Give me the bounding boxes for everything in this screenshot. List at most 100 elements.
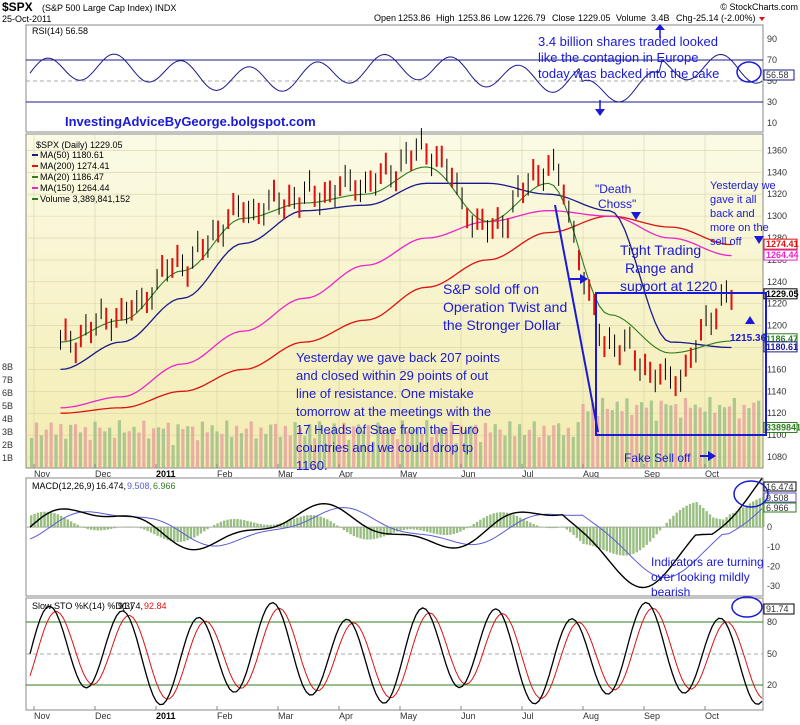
volume-bar	[713, 412, 717, 468]
x-tick-label: Nov	[34, 469, 51, 479]
macd-hist-bar	[69, 521, 73, 528]
sto-legend-v1: 91.74,	[118, 601, 143, 611]
x-tick-label: 2011	[156, 711, 176, 721]
macd-hist-bar	[509, 513, 512, 528]
macd-hist-bar	[143, 527, 146, 530]
macd-hist-bar	[555, 527, 559, 528]
x-tick-label: Nov	[34, 711, 51, 721]
macd-hist-bar	[449, 527, 452, 535]
volume-bar	[225, 420, 229, 468]
range-label-2: Range and	[625, 260, 694, 276]
macd-hist-bar	[405, 527, 409, 530]
x-tick-label: Aug	[583, 469, 599, 479]
macd-highlight-circle	[733, 480, 769, 508]
macd-hist-bar	[203, 527, 206, 532]
low-value-label: 1215.36	[730, 333, 767, 344]
macd-annotation-1: Indicators are turning	[651, 555, 764, 569]
macd-hist-bar	[236, 519, 239, 528]
macd-hist-bar	[196, 527, 199, 536]
macd-hist-bar	[292, 518, 296, 528]
price-x-axis: Nov Dec 2011 Feb Mar Apr May Jun Jul Aug Sep Oct	[33, 464, 720, 479]
sto-legend-name: Slow STO %K(14) %D(3)	[32, 601, 133, 611]
rsi-value-tag	[763, 69, 795, 81]
macd-hist-bar	[339, 527, 342, 528]
macd-hist-bar	[302, 515, 306, 528]
index-name: (S&P 500 Large Cap Index) INDX	[42, 3, 176, 13]
volume-bar	[117, 420, 122, 468]
volume-bar	[98, 427, 102, 468]
macd-hist-bar	[249, 521, 252, 528]
macd-hist-bar	[73, 523, 76, 528]
volume-bar	[683, 398, 688, 468]
macd-hist-bar	[712, 517, 715, 528]
macd-legend-v1: 16.474,	[96, 481, 126, 491]
price-value-tag	[763, 238, 798, 250]
macd-hist-bar	[482, 517, 485, 528]
macd-hist-bar	[475, 521, 479, 528]
macd-hist-bar	[539, 526, 542, 528]
vol-tick-5b: 5B	[2, 401, 13, 411]
rsi-tick-90: 90	[767, 34, 777, 44]
macd-tick: 0	[767, 522, 772, 532]
low-label: Low	[494, 13, 511, 23]
sto-legend-v2: 92.84	[144, 601, 167, 611]
volume-bar	[322, 433, 326, 468]
volume-bar	[581, 403, 585, 468]
macd-hist-bar	[622, 527, 625, 556]
volume-bar	[474, 424, 478, 468]
macd-hist-bar	[232, 518, 236, 528]
macd-hist-bar	[752, 501, 755, 528]
volume-bar	[576, 422, 580, 468]
macd-hist-bar	[386, 527, 389, 536]
volume-bar	[488, 432, 492, 468]
sto-value-tag	[763, 603, 795, 615]
macd-hist-bar	[705, 511, 708, 528]
rsi-panel: RSI(14) 56.58 90 70 50 30 10 56.58 3.4 b…	[25, 24, 795, 133]
x-tick-label: Feb	[217, 711, 233, 721]
volume-bar	[215, 431, 219, 468]
volume-bar	[39, 435, 43, 468]
macd-hist-bar	[269, 524, 272, 528]
volume-bar	[186, 426, 190, 468]
rsi-annotation-2: like the contagion in Europe	[538, 50, 698, 65]
macd-hist-bar	[309, 515, 312, 528]
macd-hist-bar	[59, 515, 63, 528]
price-value-tag-text: 1180.61	[766, 342, 798, 352]
volume-bar	[478, 442, 483, 468]
macd-hist-bar	[565, 527, 569, 530]
macd-hist-bar	[366, 527, 369, 540]
volume-bar	[366, 425, 370, 468]
rsi-line	[29, 53, 763, 103]
symbol: $SPX	[2, 0, 33, 14]
twist-label-3: the Stronger Dollar	[443, 317, 561, 333]
macd-hist-bar	[642, 527, 645, 548]
price-tick: 1100	[767, 430, 786, 440]
volume-bar	[342, 422, 346, 468]
macd-hist-bar	[189, 527, 193, 540]
volume-bar	[552, 425, 556, 468]
rsi-arrow-down-head	[595, 109, 605, 116]
x-tick-label: Feb	[217, 469, 233, 479]
price-value-tag-text: 1186.47	[766, 334, 798, 344]
volume-bar	[220, 433, 224, 468]
volume-bar	[269, 424, 273, 468]
price-value-tag	[763, 421, 798, 433]
macd-hist-bar	[505, 512, 509, 528]
macd-hist-bar	[169, 527, 173, 542]
macd-hist-bar	[515, 515, 519, 528]
macd-hist-bar	[452, 527, 455, 535]
macd-tick: -30	[767, 581, 780, 591]
macd-hist-bar	[286, 521, 289, 528]
volume-bar	[405, 431, 409, 468]
low-arrow-icon	[745, 316, 755, 324]
macd-hist-bar	[735, 511, 738, 528]
volume-bar	[352, 426, 356, 468]
macd-hist-bar	[485, 515, 489, 528]
macd-hist-bar	[479, 519, 482, 528]
vol-tick-1b: 1B	[2, 453, 13, 463]
macd-hist-bar	[672, 515, 675, 528]
price-tick: 1080	[767, 452, 787, 462]
macd-hist-bar	[602, 527, 605, 550]
volume-bar	[400, 420, 405, 468]
macd-hist-bar	[83, 527, 86, 528]
